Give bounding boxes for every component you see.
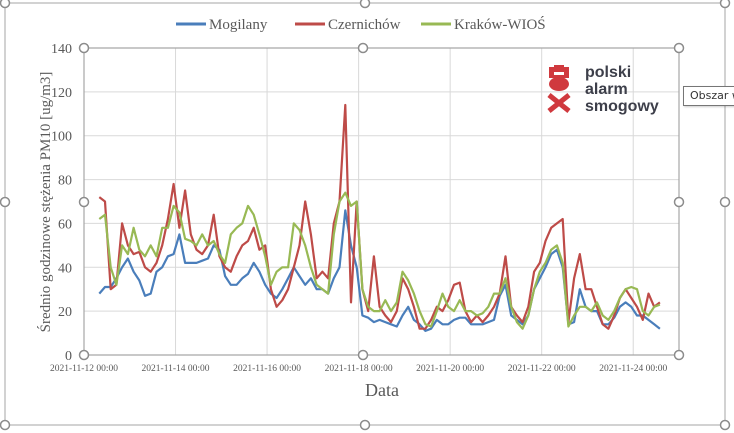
y-tick-label: 120 xyxy=(51,86,72,101)
resize-handle[interactable] xyxy=(673,196,685,208)
resize-handle[interactable] xyxy=(719,0,731,9)
logo-line: smogowy xyxy=(585,98,659,115)
y-tick-label: 0 xyxy=(65,349,72,364)
resize-handle[interactable] xyxy=(357,42,369,54)
x-axis-title: Data xyxy=(365,380,399,400)
resize-handle[interactable] xyxy=(0,419,11,431)
series-line-krak-w-wio- xyxy=(98,191,661,330)
legend-entry[interactable]: Kraków-WIOŚ xyxy=(454,16,546,33)
resize-handle[interactable] xyxy=(719,419,731,431)
legend-entry[interactable]: Czernichów xyxy=(328,17,401,33)
resize-handle[interactable] xyxy=(78,42,90,54)
resize-handle[interactable] xyxy=(0,0,11,9)
gridlines xyxy=(83,47,680,356)
y-tick-label: 20 xyxy=(58,305,72,320)
y-tick-label: 60 xyxy=(58,217,72,232)
logo-text: polski alarm smogowy xyxy=(585,64,659,115)
y-axis-title: Średnio godzinowe stężenia PM10 [ug/m3] xyxy=(37,72,54,333)
x-tick-label: 2021-11-16 00:00 xyxy=(233,364,301,374)
resize-handle[interactable] xyxy=(359,419,371,431)
y-tick-label: 140 xyxy=(51,42,72,57)
resize-handle[interactable] xyxy=(673,349,685,361)
legend[interactable]: Mogilany Czernichów Kraków-WIOŚ xyxy=(176,16,546,33)
x-tick-label: 2021-11-14 00:00 xyxy=(142,364,210,374)
logo-line: polski xyxy=(585,64,632,81)
resize-handle[interactable] xyxy=(359,0,371,9)
y-axis-ticks: 0 20 40 60 80 100 120 140 xyxy=(51,42,72,364)
logo-line: alarm xyxy=(585,81,628,98)
chart-area-tooltip: Obszar w xyxy=(683,86,734,106)
resize-handle[interactable] xyxy=(78,196,90,208)
x-tick-label: 2021-11-22 00:00 xyxy=(508,364,576,374)
resize-handle[interactable] xyxy=(78,349,90,361)
resize-handle[interactable] xyxy=(719,196,731,208)
resize-handle[interactable] xyxy=(357,349,369,361)
y-tick-label: 40 xyxy=(58,261,72,276)
x-axis-ticks: 2021-11-12 00:00 2021-11-14 00:00 2021-11-… xyxy=(50,364,667,374)
x-tick-label: 2021-11-20 00:00 xyxy=(416,364,484,374)
x-tick-label: 2021-11-12 00:00 xyxy=(50,364,118,374)
y-tick-label: 80 xyxy=(58,174,72,189)
x-tick-label: 2021-11-18 00:00 xyxy=(325,364,393,374)
resize-handle[interactable] xyxy=(673,42,685,54)
legend-entry[interactable]: Mogilany xyxy=(209,17,268,33)
series-lines xyxy=(98,103,661,332)
x-tick-label: 2021-11-24 00:00 xyxy=(599,364,667,374)
series-line-czernich-w xyxy=(98,103,661,330)
resize-handle[interactable] xyxy=(0,196,11,208)
polski-alarm-smogowy-logo-icon xyxy=(547,65,571,113)
y-tick-label: 100 xyxy=(51,130,72,145)
